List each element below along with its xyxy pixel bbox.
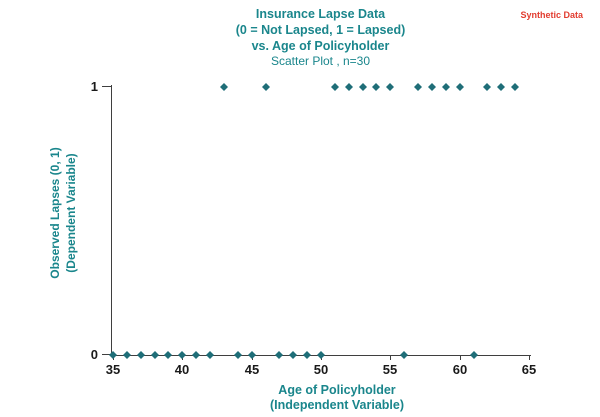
data-point bbox=[428, 83, 436, 91]
x-axis-title: Age of Policyholder (Independent Variabl… bbox=[227, 383, 447, 413]
synthetic-data-label: Synthetic Data bbox=[520, 10, 583, 20]
data-point bbox=[192, 351, 200, 359]
x-tick-label: 50 bbox=[313, 362, 329, 377]
x-axis-tick bbox=[460, 356, 461, 360]
data-point bbox=[372, 83, 380, 91]
data-point bbox=[483, 83, 491, 91]
data-point bbox=[317, 351, 325, 359]
x-tick-label: 55 bbox=[382, 362, 398, 377]
data-point bbox=[109, 351, 117, 359]
data-point bbox=[289, 351, 297, 359]
data-point bbox=[331, 83, 339, 91]
chart-subtitle: Scatter Plot , n=30 bbox=[270, 54, 371, 68]
x-tick-label: 35 bbox=[105, 362, 121, 377]
data-point bbox=[275, 351, 283, 359]
data-point bbox=[123, 351, 131, 359]
y-tick-label: 0 bbox=[90, 347, 98, 362]
data-point bbox=[386, 83, 394, 91]
data-point bbox=[303, 351, 311, 359]
data-point bbox=[456, 83, 464, 91]
chart-title-line-2: (0 = Not Lapsed, 1 = Lapsed) bbox=[235, 23, 406, 37]
x-tick-label: 60 bbox=[452, 362, 468, 377]
chart-title-block: Insurance Lapse Data (0 = Not Lapsed, 1 … bbox=[111, 6, 530, 69]
data-point bbox=[137, 351, 145, 359]
data-point bbox=[497, 83, 505, 91]
x-tick-label: 65 bbox=[521, 362, 537, 377]
data-point bbox=[220, 83, 228, 91]
data-point bbox=[345, 83, 353, 91]
y-axis-line bbox=[111, 85, 112, 356]
data-point bbox=[470, 351, 478, 359]
data-point bbox=[262, 83, 270, 91]
data-point bbox=[151, 351, 159, 359]
x-axis-tick bbox=[390, 356, 391, 360]
x-axis-tick bbox=[529, 356, 530, 360]
data-point bbox=[164, 351, 172, 359]
data-point bbox=[234, 351, 242, 359]
data-point bbox=[442, 83, 450, 91]
data-point bbox=[206, 351, 214, 359]
y-axis-tick bbox=[102, 354, 111, 355]
data-point bbox=[359, 83, 367, 91]
y-tick-label: 1 bbox=[90, 79, 98, 94]
chart-title-line-3: vs. Age of Policyholder bbox=[251, 39, 390, 53]
y-axis-tick bbox=[102, 86, 111, 87]
x-axis-title-line-2: (Independent Variable) bbox=[269, 398, 405, 412]
x-tick-label: 40 bbox=[174, 362, 190, 377]
x-axis-title-line-1: Age of Policyholder bbox=[278, 383, 396, 397]
data-point bbox=[414, 83, 422, 91]
data-point bbox=[248, 351, 256, 359]
x-tick-label: 45 bbox=[244, 362, 260, 377]
data-point bbox=[511, 83, 519, 91]
data-point bbox=[400, 351, 408, 359]
chart-title-line-1: Insurance Lapse Data bbox=[255, 7, 386, 21]
data-point bbox=[178, 351, 186, 359]
